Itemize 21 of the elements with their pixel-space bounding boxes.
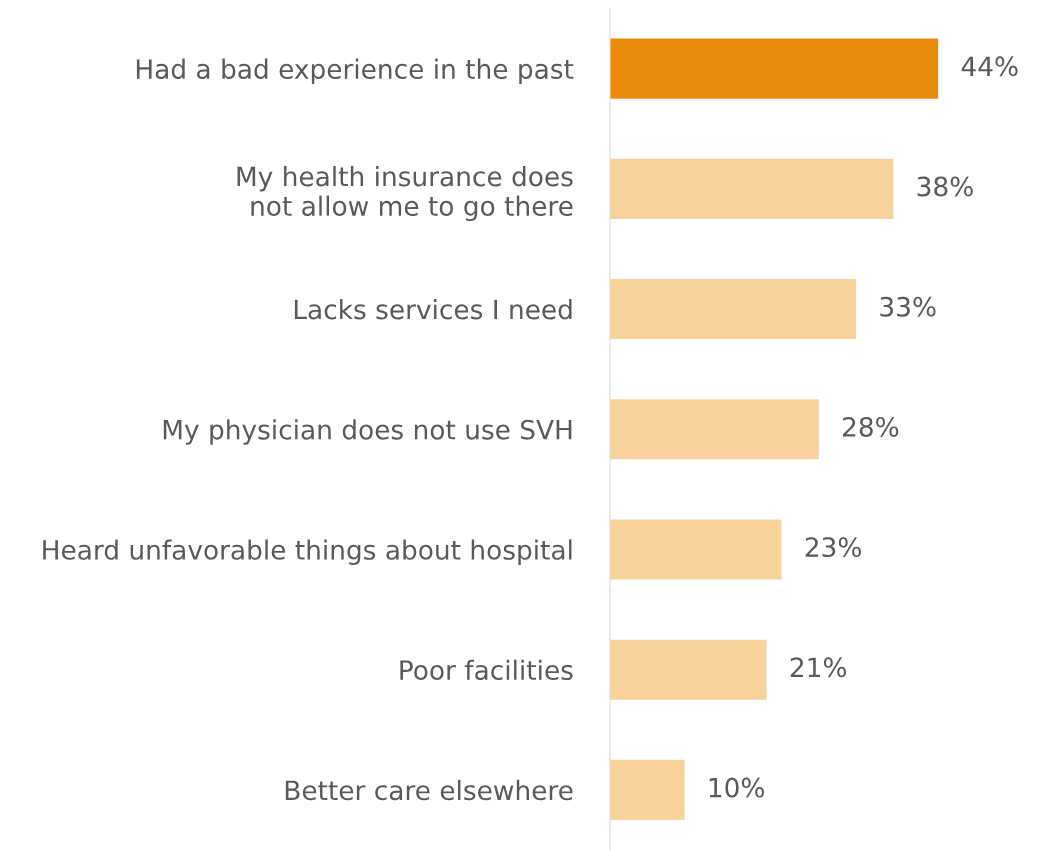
data-label: 10% xyxy=(709,777,765,798)
data-label: 38% xyxy=(917,176,973,197)
data-label: 21% xyxy=(790,657,847,678)
bar xyxy=(610,278,857,340)
y-tick-label: Better care elsewhere xyxy=(285,779,573,801)
bar xyxy=(610,399,819,460)
y-tick-label: My physician does not use SVH xyxy=(163,419,572,445)
data-label: 33% xyxy=(880,296,936,317)
bar xyxy=(610,519,782,580)
y-tick-label: Heard unfavorable things about hospital xyxy=(43,539,572,565)
bar xyxy=(610,38,939,99)
bar xyxy=(610,759,685,820)
data-label: 23% xyxy=(805,537,861,558)
data-label: 28% xyxy=(843,416,899,437)
y-tick-label: My health insurance does not allow me to go there xyxy=(237,166,573,222)
bar xyxy=(610,158,894,219)
data-label: 44% xyxy=(961,56,1018,77)
y-tick-label: Had a bad experience in the past xyxy=(136,58,574,85)
y-tick-label: Poor facilities xyxy=(400,659,573,681)
bar xyxy=(610,639,767,700)
y-tick-label: Lacks services I need xyxy=(294,299,572,320)
